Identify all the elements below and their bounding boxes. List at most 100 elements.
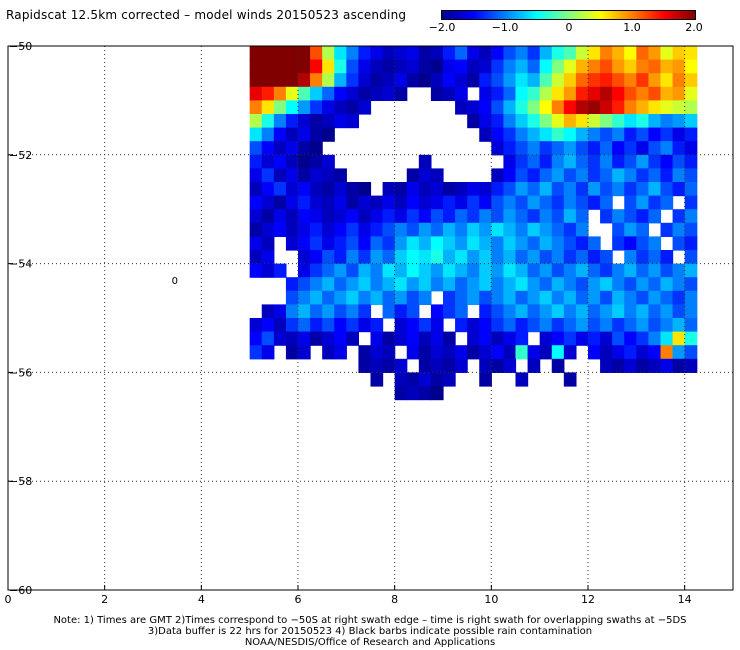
heat-cell	[479, 73, 492, 88]
heat-cell	[575, 46, 589, 61]
heat-cell	[515, 372, 529, 387]
heat-cell	[539, 318, 553, 333]
heat-cell	[503, 331, 517, 346]
plot-frame	[7, 45, 734, 591]
heat-cell	[346, 73, 360, 88]
heat-cell	[684, 46, 698, 61]
heat-cell	[467, 290, 480, 305]
heat-cell	[261, 182, 275, 197]
heat-cell	[515, 100, 529, 115]
heat-cell	[503, 127, 517, 142]
heat-cell	[515, 127, 529, 142]
heat-cell	[612, 141, 625, 156]
heat-cell	[479, 236, 492, 251]
heat-cell	[430, 331, 444, 346]
heat-cell	[539, 222, 553, 237]
heat-cell	[551, 195, 565, 210]
heat-cell	[600, 318, 613, 333]
heat-cell	[310, 304, 323, 319]
heat-cell	[575, 250, 589, 265]
heat-cell	[406, 182, 420, 197]
heat-cell	[636, 358, 650, 373]
heat-cell	[394, 290, 408, 305]
heat-cell	[310, 250, 323, 265]
heat-cell	[563, 222, 577, 237]
heat-cell	[455, 318, 468, 333]
heat-cell	[575, 127, 589, 142]
heat-cell	[418, 345, 432, 360]
heat-cell	[515, 263, 529, 278]
heat-cell	[672, 277, 686, 292]
heat-cell	[600, 250, 613, 265]
heat-cell	[467, 331, 480, 346]
heat-cell	[370, 73, 384, 88]
map-annotation: 0	[172, 276, 178, 287]
heat-cell	[551, 304, 565, 319]
heat-cell	[527, 59, 541, 74]
heat-cell	[624, 250, 637, 265]
heat-cell	[249, 236, 263, 251]
heat-cell	[624, 331, 637, 346]
heat-cell	[273, 141, 287, 156]
heat-cell	[346, 222, 360, 237]
heat-cell	[334, 318, 347, 333]
heat-cell	[479, 318, 492, 333]
heat-cell	[551, 141, 565, 156]
heat-cell	[346, 100, 360, 115]
heat-cell	[648, 195, 662, 210]
heat-cell	[684, 222, 698, 237]
heat-cell	[551, 250, 565, 265]
heat-cell	[418, 168, 432, 183]
heat-cell	[527, 318, 541, 333]
heat-cell	[563, 195, 577, 210]
heat-cell	[684, 331, 698, 346]
heat-cell	[249, 114, 263, 129]
heat-cell	[600, 358, 613, 373]
heat-cell	[334, 73, 347, 88]
heat-cell	[479, 100, 492, 115]
x-tick-label: 0	[5, 593, 12, 606]
heat-cell	[527, 263, 541, 278]
heat-cell	[563, 209, 577, 224]
heat-cell	[418, 372, 432, 387]
heat-cell	[503, 195, 517, 210]
heat-cell	[503, 304, 517, 319]
heat-cell	[636, 209, 650, 224]
note-line: 3)Data buffer is 22 hrs for 20150523 4) …	[147, 626, 593, 637]
heat-cell	[406, 73, 420, 88]
heat-cell	[515, 168, 529, 183]
heat-cell	[322, 250, 335, 265]
heat-cell	[636, 86, 650, 101]
heat-cell	[624, 114, 637, 129]
heat-cell	[346, 318, 360, 333]
heat-cell	[612, 86, 625, 101]
heat-cell	[600, 114, 613, 129]
heat-cell	[660, 73, 674, 88]
heat-cell	[503, 73, 517, 88]
heat-cell	[261, 154, 275, 169]
heat-cell	[527, 358, 541, 373]
heat-cell	[418, 236, 432, 251]
heat-cell	[322, 168, 335, 183]
heat-cell	[600, 304, 613, 319]
heat-cell	[551, 86, 565, 101]
heat-cell	[539, 114, 553, 129]
heat-cell	[370, 250, 384, 265]
heat-cell	[455, 263, 468, 278]
heat-cell	[515, 331, 529, 346]
heat-cell	[310, 168, 323, 183]
heat-cell	[406, 250, 420, 265]
heat-cell	[273, 100, 287, 115]
heat-cell	[382, 195, 396, 210]
heat-cell	[310, 182, 323, 197]
heat-cell	[455, 195, 468, 210]
heat-cell	[249, 250, 263, 265]
heat-cell	[636, 195, 650, 210]
heat-cell	[322, 100, 335, 115]
heat-cell	[527, 195, 541, 210]
heat-cell	[261, 209, 275, 224]
heat-cell	[539, 127, 553, 142]
heat-cell	[285, 114, 299, 129]
heat-cell	[612, 277, 625, 292]
heat-cell	[624, 263, 637, 278]
